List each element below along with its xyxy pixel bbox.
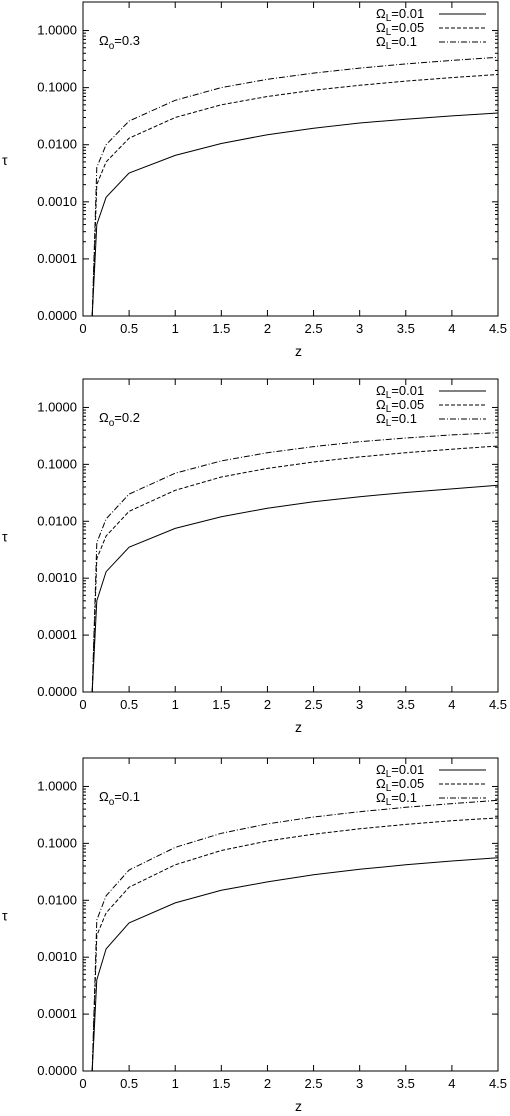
series-line-1: [91, 74, 499, 317]
x-tick-label: 2.5: [305, 1076, 323, 1091]
y-tick-label: 0.0100: [37, 513, 77, 528]
y-tick-label: 1.0000: [37, 778, 77, 793]
legend-label: ΩL=0.1: [376, 411, 417, 429]
y-tick-label: 0.0000: [37, 308, 77, 323]
x-tick-label: 1.5: [212, 1076, 230, 1091]
x-tick-label: 1.5: [212, 321, 230, 336]
chart-panel-1: 0.0000 0.0001 0.0010 0.0100 0.1000 1.0000 0 0.5…: [2, 378, 507, 735]
x-tick-label: 2: [264, 697, 271, 712]
series-line-1: [91, 445, 499, 693]
plot-frame: [82, 378, 499, 693]
y-tick-label: 0.1000: [37, 80, 77, 95]
x-tick-label: 0: [79, 321, 86, 336]
y-tick-label: 0.0100: [37, 892, 77, 907]
series-line-2: [91, 799, 499, 1072]
legend-label: ΩL=0.01: [376, 6, 424, 24]
plot-frame: [82, 1, 499, 317]
x-tick-label: 3: [356, 1076, 363, 1091]
y-axis-label: τ: [2, 908, 8, 924]
series-line-2: [91, 56, 499, 317]
y-tick-label: 0.0100: [37, 137, 77, 152]
legend-label: ΩL=0.01: [376, 762, 424, 780]
y-tick-label: 0.0010: [37, 194, 77, 209]
x-tick-label: 0.5: [120, 697, 138, 712]
x-tick-label: 2: [264, 321, 271, 336]
x-tick-label: 1: [172, 697, 179, 712]
y-tick-label: 0.0001: [37, 1006, 77, 1021]
x-tick-label: 0: [79, 697, 86, 712]
x-axis-label: z: [295, 343, 302, 359]
x-tick-label: 0.5: [120, 321, 138, 336]
legend-label: ΩL=0.05: [376, 397, 424, 415]
x-tick-label: 3: [356, 697, 363, 712]
x-tick-label: 4.5: [489, 321, 507, 336]
series-line-0: [91, 857, 499, 1072]
x-tick-label: 2.5: [305, 321, 323, 336]
x-tick-label: 4.5: [489, 697, 507, 712]
series-line-1: [91, 817, 499, 1072]
x-tick-label: 2.5: [305, 697, 323, 712]
y-axis-label: τ: [2, 529, 8, 545]
legend-label: ΩL=0.05: [376, 776, 424, 794]
x-axis-label: z: [295, 719, 302, 735]
y-tick-label: 0.0001: [37, 627, 77, 642]
legend-label: ΩL=0.1: [376, 34, 417, 52]
legend-label: ΩL=0.05: [376, 20, 424, 38]
y-tick-label: 1.0000: [37, 23, 77, 38]
panel-annotation: Ωo=0.1: [99, 789, 140, 808]
x-tick-label: 1: [172, 1076, 179, 1091]
chart-panel-2: 0.0000 0.0001 0.0010 0.0100 0.1000 1.0000 0 0.5…: [2, 757, 507, 1114]
y-axis-label: τ: [2, 152, 8, 168]
x-tick-label: 2: [264, 1076, 271, 1091]
x-tick-label: 4: [448, 321, 455, 336]
panel-annotation: Ωo=0.3: [99, 33, 140, 52]
legend-label: ΩL=0.01: [376, 383, 424, 401]
y-tick-label: 0.0010: [37, 570, 77, 585]
y-tick-label: 0.0000: [37, 1063, 77, 1078]
x-axis-label: z: [295, 1098, 302, 1114]
y-tick-label: 1.0000: [37, 399, 77, 414]
series-line-0: [91, 484, 499, 693]
x-tick-label: 3.5: [397, 697, 415, 712]
plot-frame: [82, 757, 499, 1072]
x-tick-label: 1.5: [212, 697, 230, 712]
y-tick-label: 0.0001: [37, 251, 77, 266]
legend-label: ΩL=0.1: [376, 790, 417, 808]
x-tick-label: 3.5: [397, 1076, 415, 1091]
y-tick-label: 0.1000: [37, 835, 77, 850]
chart-panel-0: 0.0000 0.0001 0.0010 0.0100 0.1000 1.0000 0 0.5…: [2, 1, 507, 359]
panel-annotation: Ωo=0.2: [99, 410, 140, 429]
x-tick-label: 1: [172, 321, 179, 336]
y-tick-label: 0.0000: [37, 684, 77, 699]
y-tick-label: 0.0010: [37, 949, 77, 964]
x-tick-label: 0.5: [120, 1076, 138, 1091]
x-tick-label: 4: [448, 697, 455, 712]
x-tick-label: 4.5: [489, 1076, 507, 1091]
x-tick-label: 3.5: [397, 321, 415, 336]
x-tick-label: 4: [448, 1076, 455, 1091]
y-tick-label: 0.1000: [37, 456, 77, 471]
series-line-2: [91, 432, 499, 693]
series-line-0: [91, 112, 499, 317]
x-tick-label: 3: [356, 321, 363, 336]
x-tick-label: 0: [79, 1076, 86, 1091]
